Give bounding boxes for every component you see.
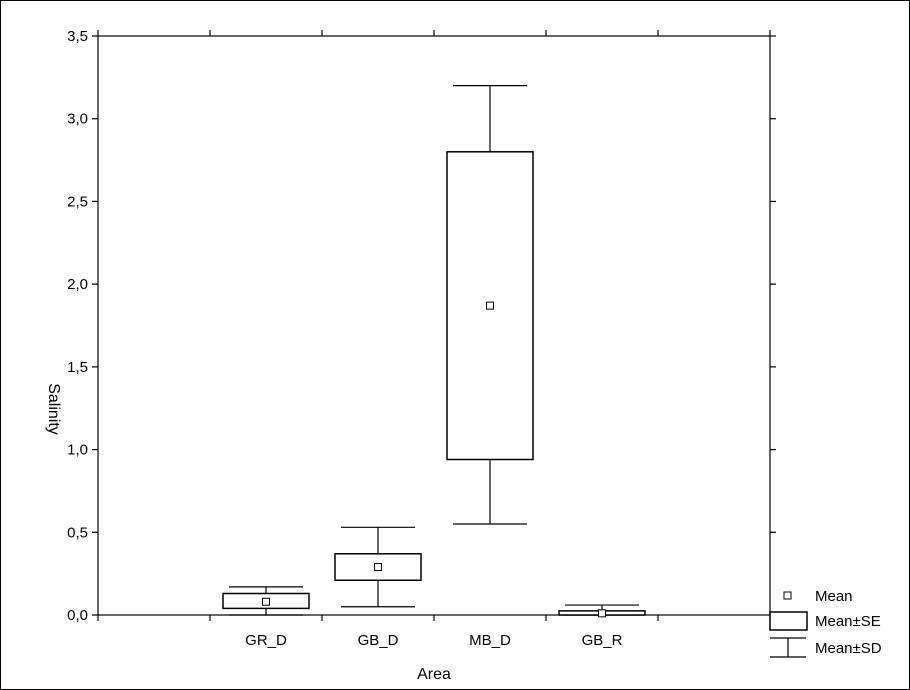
box-gb-r <box>558 604 646 618</box>
box-mb-d <box>446 85 534 525</box>
x-axis-title: Area <box>417 666 451 683</box>
y-tick-label: 0,0 <box>67 607 88 624</box>
legend-sd-symbol <box>770 637 806 658</box>
box-gb-d <box>334 526 422 608</box>
box-group <box>222 85 646 618</box>
y-tick-label: 2,5 <box>67 193 88 210</box>
y-axis: 0,0 0,5 1,0 1,5 2,0 2,5 3,0 3,5 <box>67 28 776 624</box>
legend-mean-symbol <box>783 591 792 600</box>
x-tick-label: GR_D <box>245 632 287 649</box>
mean-marker <box>486 301 494 310</box>
mean-marker <box>374 563 382 572</box>
plot-area <box>97 35 771 616</box>
legend-sd-label: Mean±SD <box>815 640 882 657</box>
y-tick-label: 3,5 <box>67 28 88 45</box>
y-tick-label: 1,0 <box>67 442 88 459</box>
mean-marker <box>262 597 270 606</box>
legend: Mean Mean±SE Mean±SD <box>769 588 882 658</box>
y-tick-label: 1,5 <box>67 359 88 376</box>
y-tick-label: 0,5 <box>67 524 88 541</box>
x-axis: GR_D GB_D MB_D GB_R <box>97 30 771 649</box>
x-tick-label: GB_R <box>582 632 623 649</box>
legend-se-label: Mean±SE <box>815 613 881 630</box>
y-axis-title: Salinity <box>45 383 62 435</box>
y-tick-label: 2,0 <box>67 276 88 293</box>
x-tick-label: GB_D <box>358 632 399 649</box>
legend-mean-label: Mean <box>815 588 853 605</box>
mean-marker <box>598 609 606 618</box>
legend-se-symbol <box>769 611 808 631</box>
box-gr-d <box>222 586 310 616</box>
y-tick-label: 3,0 <box>67 111 88 128</box>
x-tick-label: MB_D <box>469 632 511 649</box>
